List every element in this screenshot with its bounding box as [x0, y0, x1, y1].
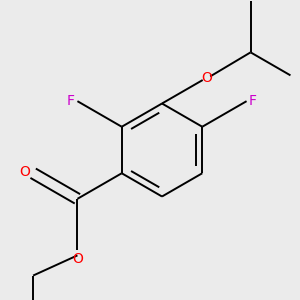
Text: O: O [201, 71, 212, 85]
Text: F: F [249, 94, 257, 108]
Text: O: O [72, 252, 83, 266]
Text: O: O [19, 165, 30, 179]
Text: F: F [67, 94, 75, 108]
